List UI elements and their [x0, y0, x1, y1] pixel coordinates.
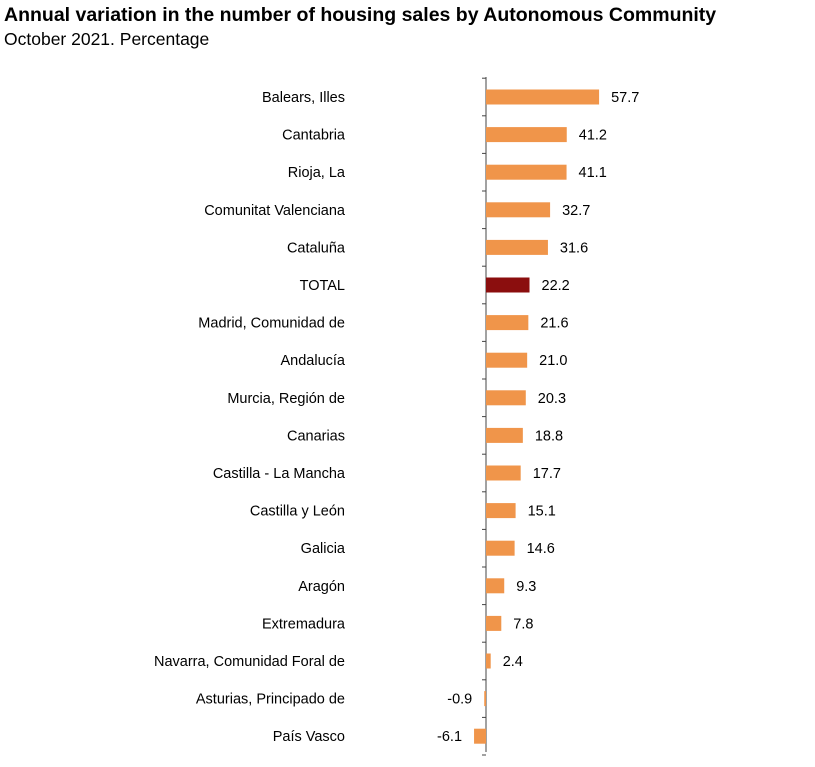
- category-label: Rioja, La: [288, 165, 346, 181]
- chart-subtitle: October 2021. Percentage: [4, 29, 210, 49]
- category-label: Castilla - La Mancha: [213, 466, 346, 482]
- bar: [486, 465, 521, 481]
- value-label: 7.8: [513, 616, 533, 632]
- value-label: 21.0: [539, 353, 567, 369]
- bar: [486, 352, 528, 368]
- bar: [486, 427, 523, 443]
- category-label: Asturias, Principado de: [196, 692, 345, 708]
- category-label: TOTAL: [300, 278, 345, 294]
- bar: [486, 239, 548, 255]
- value-label: 57.7: [611, 90, 639, 106]
- category-label: Madrid, Comunidad de: [198, 316, 345, 332]
- bar: [486, 164, 567, 180]
- bar: [486, 127, 567, 143]
- category-label: Andalucía: [281, 353, 346, 369]
- value-label: 2.4: [503, 654, 523, 670]
- axis-layer: [482, 77, 487, 756]
- category-label: Comunitat Valenciana: [204, 203, 346, 219]
- bar: [486, 277, 530, 293]
- value-label: 41.2: [579, 128, 607, 144]
- bar: [486, 202, 551, 218]
- category-label: Murcia, Región de: [227, 391, 345, 407]
- category-label: Castilla y León: [250, 504, 345, 520]
- bar: [486, 540, 515, 556]
- bar: [486, 89, 600, 105]
- chart-title: Annual variation in the number of housin…: [4, 4, 717, 26]
- category-label: Extremadura: [262, 616, 346, 632]
- bar: [486, 503, 516, 519]
- bar: [486, 315, 529, 331]
- value-label: 32.7: [562, 203, 590, 219]
- bar: [486, 653, 491, 669]
- value-label: -6.1: [437, 729, 462, 745]
- bar-layer: [474, 89, 600, 744]
- category-label: Balears, Illes: [262, 90, 345, 106]
- value-label: 31.6: [560, 240, 588, 256]
- bar: [484, 691, 486, 707]
- value-label: -0.9: [447, 692, 472, 708]
- value-label: 21.6: [540, 316, 568, 332]
- value-label: 17.7: [533, 466, 561, 482]
- bar: [486, 578, 505, 594]
- value-label: 15.1: [528, 504, 556, 520]
- bar: [486, 390, 526, 406]
- category-label: Navarra, Comunidad Foral de: [154, 654, 345, 670]
- bar: [486, 615, 502, 631]
- value-label: 22.2: [542, 278, 570, 294]
- value-label: 18.8: [535, 428, 563, 444]
- category-label: Canarias: [287, 428, 345, 444]
- category-label: Galicia: [301, 541, 346, 557]
- category-label: Aragón: [298, 579, 345, 595]
- category-label: Cantabria: [282, 128, 346, 144]
- value-label: 9.3: [516, 579, 536, 595]
- value-label: 41.1: [579, 165, 607, 181]
- category-label: País Vasco: [273, 729, 345, 745]
- value-label: 20.3: [538, 391, 566, 407]
- bar: [474, 728, 486, 744]
- label-layer: Balears, Illes 57.7 Cantabria 41.2 Rioja, La…: [154, 90, 639, 745]
- category-label: Cataluña: [287, 240, 346, 256]
- value-label: 14.6: [527, 541, 555, 557]
